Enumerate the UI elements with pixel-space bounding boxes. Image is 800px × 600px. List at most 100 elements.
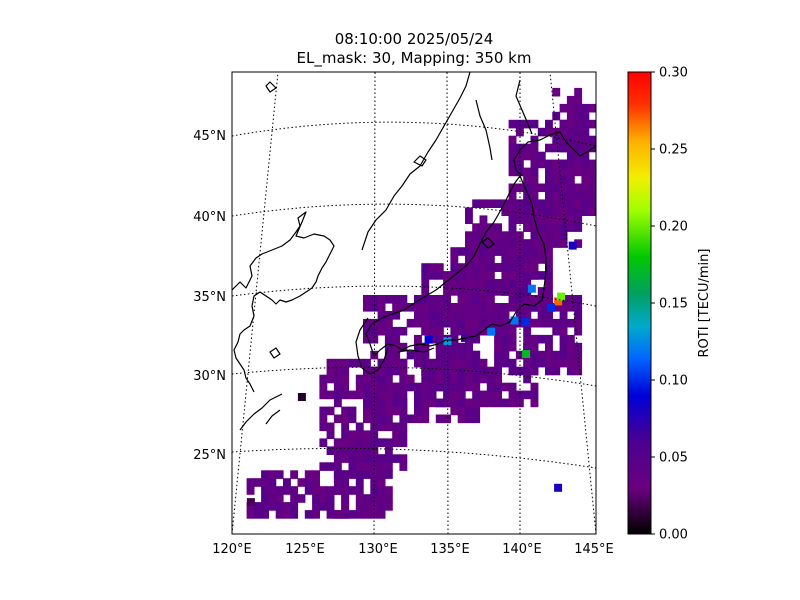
roti-background-cell — [523, 119, 532, 129]
roti-background-cell — [428, 295, 437, 304]
roti-cell — [246, 498, 255, 507]
roti-background-cell — [552, 87, 561, 97]
roti-background-cell — [443, 303, 451, 312]
roti-background-cell — [348, 510, 357, 519]
roti-background-cell — [465, 271, 473, 280]
roti-background-cell — [435, 342, 444, 352]
roti-background-cell — [290, 502, 299, 511]
roti-background-cell — [545, 215, 553, 224]
roti-background-cell — [537, 215, 546, 224]
colorbar-label: ROTI [TECU/min] — [697, 249, 712, 358]
roti-background-cell — [501, 358, 510, 368]
roti-background-cell — [275, 510, 284, 519]
roti-background-cell — [508, 255, 517, 264]
roti-background-cell — [465, 398, 473, 408]
roti-background-cell — [435, 414, 444, 424]
roti-background-cell — [566, 103, 575, 113]
roti-background-cell — [370, 494, 379, 503]
roti-background-cell — [494, 390, 502, 400]
roti-background-cell — [574, 318, 583, 328]
roti-background-cell — [581, 159, 590, 169]
roti-background-cell — [421, 390, 430, 400]
roti-background-cell — [443, 366, 451, 376]
roti-background-cell — [545, 287, 553, 296]
roti-background-cell — [450, 406, 459, 416]
parallel-35 — [232, 285, 596, 307]
roti-background-cell — [363, 438, 371, 447]
roti-background-cell — [363, 358, 371, 368]
roti-background-cell — [392, 311, 401, 320]
roti-background-cell — [508, 271, 517, 280]
roti-cells-layer — [246, 87, 596, 519]
roti-background-cell — [501, 287, 510, 296]
roti-background-cell — [515, 263, 524, 272]
roti-background-cell — [494, 326, 502, 336]
roti-background-cell — [384, 326, 393, 336]
roti-background-cell — [545, 366, 553, 376]
roti-background-cell — [552, 223, 561, 232]
roti-background-cell — [501, 342, 510, 352]
roti-background-cell — [341, 478, 350, 487]
roti-background-cell — [552, 111, 561, 121]
roti-background-cell — [392, 303, 401, 312]
coast-sado — [481, 237, 495, 249]
roti-background-cell — [421, 382, 430, 392]
roti-background-cell — [333, 486, 342, 495]
roti-background-cell — [574, 295, 583, 304]
roti-background-cell — [559, 159, 568, 169]
roti-background-cell — [384, 470, 393, 479]
roti-background-cell — [384, 366, 393, 376]
roti-background-cell — [355, 438, 364, 447]
roti-background-cell — [530, 271, 539, 280]
roti-background-cell — [341, 414, 350, 424]
roti-background-cell — [465, 374, 473, 384]
roti-background-cell — [414, 311, 422, 320]
roti-background-cell — [472, 414, 481, 424]
roti-background-cell — [355, 454, 364, 463]
roti-background-cell — [465, 303, 473, 312]
roti-background-cell — [472, 255, 481, 264]
roti-background-cell — [515, 398, 524, 408]
roti-background-cell — [384, 318, 393, 328]
roti-background-cell — [312, 510, 320, 519]
roti-background-cell — [545, 271, 553, 280]
roti-background-cell — [559, 119, 568, 129]
roti-background-cell — [377, 303, 386, 312]
roti-background-cell — [523, 279, 532, 288]
roti-background-cell — [472, 263, 481, 272]
roti-background-cell — [377, 414, 386, 424]
roti-background-cell — [559, 183, 568, 193]
roti-background-cell — [443, 350, 451, 360]
roti-background-cell — [392, 438, 401, 447]
roti-background-cell — [530, 135, 539, 145]
roti-background-cell — [552, 207, 561, 216]
roti-background-cell — [384, 350, 393, 360]
roti-background-cell — [537, 255, 546, 264]
colorbar-ticks: 0.00 0.05 0.10 0.15 0.20 0.25 0.30 — [651, 66, 688, 543]
roti-background-cell — [552, 135, 561, 145]
roti-background-cell — [574, 127, 583, 137]
roti-background-cell — [363, 446, 371, 455]
coastlines — [232, 72, 596, 431]
roti-background-cell — [508, 223, 517, 232]
roti-background-cell — [370, 414, 379, 424]
roti-background-cell — [268, 502, 277, 511]
roti-background-cell — [377, 470, 386, 479]
roti-background-cell — [457, 311, 466, 320]
roti-background-cell — [341, 358, 350, 368]
roti-background-cell — [479, 374, 488, 384]
roti-background-cell — [574, 350, 583, 360]
roti-background-cell — [530, 390, 539, 400]
roti-background-cell — [523, 143, 532, 153]
roti-background-cell — [574, 342, 583, 352]
roti-background-cell — [333, 454, 342, 463]
roti-background-cell — [523, 199, 532, 208]
roti-background-cell — [530, 382, 539, 392]
roti-background-cell — [399, 366, 408, 376]
roti-background-cell — [472, 231, 481, 240]
roti-background-cell — [559, 103, 568, 113]
map-area — [232, 72, 596, 534]
roti-background-cell — [363, 318, 371, 328]
roti-background-cell — [465, 247, 473, 256]
roti-background-cell — [348, 406, 357, 416]
